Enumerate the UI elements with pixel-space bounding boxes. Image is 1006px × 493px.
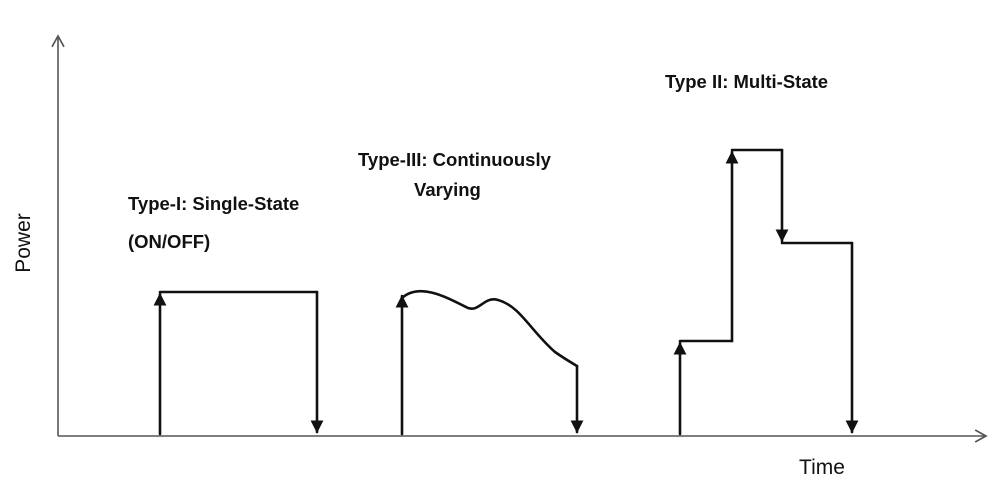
type-ii-title: Type II: Multi-State bbox=[665, 71, 828, 92]
x-axis-label: Time bbox=[799, 456, 845, 479]
type-iii-varying-curve bbox=[400, 289, 579, 368]
type-i-subtitle: (ON/OFF) bbox=[128, 231, 210, 252]
type-iii-waveform bbox=[395, 289, 584, 436]
type-ii-waveform bbox=[673, 148, 859, 436]
type-iii-title: Type-III: Continuously bbox=[358, 149, 552, 170]
y-axis-label: Power bbox=[12, 213, 35, 273]
type-i-title: Type-I: Single-State bbox=[128, 193, 299, 214]
type-iii-subtitle: Varying bbox=[414, 179, 481, 200]
type-i-waveform bbox=[153, 290, 324, 436]
